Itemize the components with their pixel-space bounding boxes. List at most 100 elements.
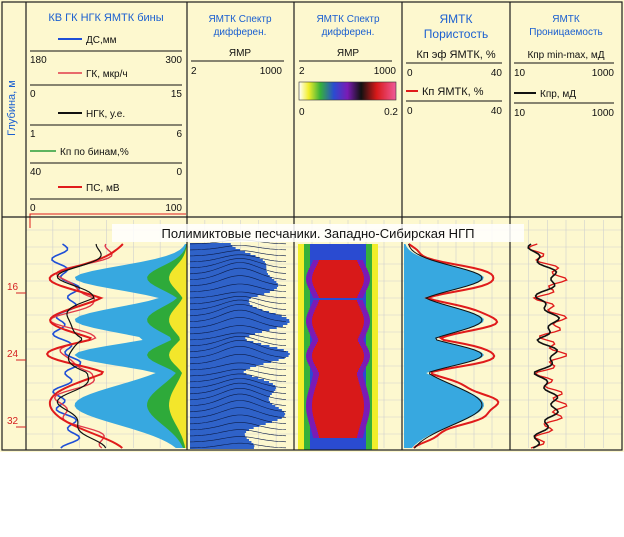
spectrum-trace [189, 309, 287, 322]
spectrum-map-band [318, 340, 358, 342]
spectrum-trace [189, 378, 287, 389]
curve-max-ds: 300 [165, 55, 182, 66]
spectrum-map-band [315, 366, 361, 368]
track3-scale: ЯМР 2 1000 0 0.2 [298, 48, 398, 118]
spectrum-trace [189, 442, 287, 449]
spectrum-map-band [314, 310, 362, 312]
spectrum-trace [189, 296, 287, 305]
track2-title-line2: дифферен. [214, 26, 267, 38]
spectrum-map-band [310, 254, 366, 256]
spectrum-trace [189, 414, 287, 425]
track4-scale1-min: 0 [407, 68, 413, 79]
spectrum-map-band [317, 430, 359, 432]
spectrum-map-band [318, 436, 358, 438]
track5-scale2-min: 10 [514, 108, 526, 119]
spectrum-map-band [313, 362, 363, 364]
spectrum-trace [189, 262, 287, 275]
spectrum-map-band [317, 378, 359, 380]
spectrum-trace [189, 254, 287, 263]
spectrum-map-band [310, 248, 366, 250]
spectrum-map-band [317, 342, 359, 344]
track4-title-line2: Пористость [424, 27, 488, 41]
track5-scales: Кпр min-max, мД 10 1000 Кпр, мД 10 1000 [514, 50, 614, 119]
spectrum-trace [189, 332, 287, 341]
curve-name-kp-bins: Кп по бинам,% [60, 146, 129, 158]
spectrum-trace [189, 362, 287, 371]
spectrum-map-band [312, 280, 364, 282]
spectrum-map-band [316, 292, 360, 294]
spectrum-map-band [317, 380, 359, 382]
curve-name-ngk: НГК, у.е. [86, 109, 125, 120]
spectrum-map-band [312, 408, 364, 410]
spectrum-map-band [318, 260, 358, 262]
well-log-svg: Глубина, м 16 24 32 КВ ГК НГК ЯМТК бины … [1, 1, 623, 451]
spectrum-map-band [317, 432, 359, 434]
spectrum-map-band [318, 434, 358, 436]
depth-axis-label: Глубина, м [6, 80, 18, 136]
effective-porosity-fill [404, 244, 484, 448]
spectrum-map-band [315, 308, 361, 310]
spectrum-map-band [312, 352, 364, 354]
spectrum-map-band [314, 420, 362, 422]
permeability-curve [527, 243, 561, 449]
spectrum-map-band [318, 296, 358, 298]
spectrum-map-band [315, 344, 361, 346]
spectrum-map-band [317, 336, 359, 338]
spectrum-trace [189, 275, 287, 287]
spectrum-map-band [318, 338, 358, 340]
spectrum-map-band [314, 268, 362, 270]
spectrum-map-band [313, 270, 363, 272]
log-panel: Глубина, м 16 24 32 КВ ГК НГК ЯМТК бины … [0, 0, 624, 452]
spectrum-trace [189, 336, 287, 347]
spectrum-map-band [313, 392, 363, 394]
curve-min-kp-bins: 40 [30, 167, 42, 178]
track5-scale1-max: 1000 [592, 68, 615, 79]
spectrum-trace [189, 325, 287, 335]
track4-scale2-name: Кп ЯМТК, % [422, 86, 484, 98]
spectrum-map-band [316, 428, 360, 430]
spectrum-trace [189, 382, 287, 395]
track4-scale2-max: 40 [491, 106, 503, 117]
track3-colorbar [298, 81, 397, 101]
spectrum-map-band [310, 246, 366, 248]
track4-title-line1: ЯМТК [440, 12, 473, 26]
spectrum-map-band [310, 252, 366, 254]
spectrum-map-band [310, 250, 366, 252]
track2-scale-name: ЯМР [229, 48, 252, 59]
section-caption: Полимиктовые песчаники. Западно-Сибирска… [162, 226, 475, 241]
spectrum-map-band [312, 320, 364, 322]
spectrum-trace [189, 340, 287, 353]
spectrum-map-band [318, 370, 358, 372]
ngk-curve [56, 243, 107, 449]
spectrum-map-band [315, 332, 361, 334]
spectrum-trace [189, 393, 287, 406]
curve-max-gk: 15 [171, 89, 183, 100]
curve-min-ds: 180 [30, 55, 47, 66]
spectrum-map-band [313, 326, 363, 328]
spectrum-trace [189, 299, 287, 311]
spectrum-trace [189, 258, 287, 269]
spectrum-map-band [318, 372, 358, 374]
spectrum-map-band [312, 358, 364, 360]
spectrum-trace [189, 304, 287, 317]
track2-scale-max: 1000 [260, 66, 283, 77]
track5-scale1-name: Кпр min-max, мД [527, 50, 604, 61]
spectrum-map-band [312, 282, 364, 284]
track5-scale2-name: Кпр, мД [540, 89, 576, 100]
spectrum-map-band [313, 394, 363, 396]
spectrum-map-band [316, 382, 360, 384]
track4-scale2-min: 0 [407, 106, 413, 117]
spectrum-trace [189, 388, 287, 401]
spectrum-map-band [318, 300, 358, 302]
spectrum-map-band [315, 424, 361, 426]
curve-name-gk: ГК, мкр/ч [86, 69, 128, 80]
track4-scales: Кп эф ЯМТК, % 0 40 Кп ЯМТК, % 0 40 [406, 49, 502, 117]
porosity-curve-black [408, 243, 483, 449]
spectrum-map-band [315, 290, 361, 292]
spectrum-map-band [312, 278, 364, 280]
track3-scale-max: 1000 [374, 66, 397, 77]
depth-tick-24: 24 [7, 349, 19, 360]
spectrum-map-band [310, 298, 366, 300]
spectrum-map-band [317, 262, 359, 264]
spectrum-map-band [312, 356, 364, 358]
